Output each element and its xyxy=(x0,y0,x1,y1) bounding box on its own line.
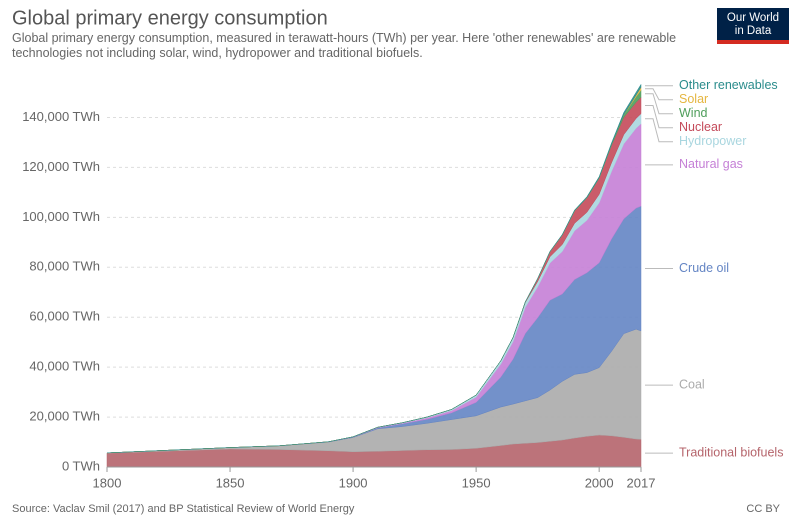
legend-label: Traditional biofuels xyxy=(679,445,783,459)
y-tick-label: 100,000 TWh xyxy=(22,209,100,224)
legend-label: Crude oil xyxy=(679,261,729,275)
y-tick-label: 20,000 TWh xyxy=(29,409,100,424)
legend-label: Natural gas xyxy=(679,157,743,171)
x-tick-label: 2000 xyxy=(585,475,614,490)
y-tick-label: 60,000 TWh xyxy=(29,309,100,324)
legend-connector xyxy=(645,93,673,115)
logo-text: Our World xyxy=(727,12,779,24)
x-tick-label: 1900 xyxy=(339,475,368,490)
y-tick-label: 80,000 TWh xyxy=(29,259,100,274)
x-tick-label: 1850 xyxy=(216,475,245,490)
logo-box xyxy=(717,8,789,44)
chart-subtitle: Global primary energy consumption, measu… xyxy=(12,31,677,60)
chart-title: Global primary energy consumption xyxy=(12,7,328,29)
y-tick-label: 0 TWh xyxy=(62,458,100,473)
area xyxy=(106,83,642,454)
y-tick-label: 140,000 TWh xyxy=(22,109,100,124)
subtitle-box: Global primary energy consumption, measu… xyxy=(12,31,677,60)
legend-connector xyxy=(645,104,673,129)
legend-connector xyxy=(645,88,673,101)
legend-label: Solar xyxy=(679,92,708,106)
legend-label: Wind xyxy=(679,106,708,120)
source: Source: Vaclav Smil (2017) and BP Statis… xyxy=(12,503,355,515)
x-tick-label: 2017 xyxy=(627,475,656,490)
legend-connector xyxy=(645,118,673,143)
plot: 0 TWh 20,000 TWh 40,000 TWh 60,000 TWh 80,00… xyxy=(22,78,783,490)
legend-label: Hydropower xyxy=(679,134,746,148)
x-tick-label: 1950 xyxy=(462,475,491,490)
license: CC BY xyxy=(746,503,780,515)
logo-text: in Data xyxy=(735,25,772,37)
logo-stripe xyxy=(717,40,789,44)
legend-label: Other renewables xyxy=(679,78,778,92)
x-tick-label: 1800 xyxy=(93,475,122,490)
legend-label: Coal xyxy=(679,377,705,391)
legend-label: Nuclear xyxy=(679,120,722,134)
y-tick-label: 40,000 TWh xyxy=(29,359,100,374)
y-tick-label: 120,000 TWh xyxy=(22,159,100,174)
